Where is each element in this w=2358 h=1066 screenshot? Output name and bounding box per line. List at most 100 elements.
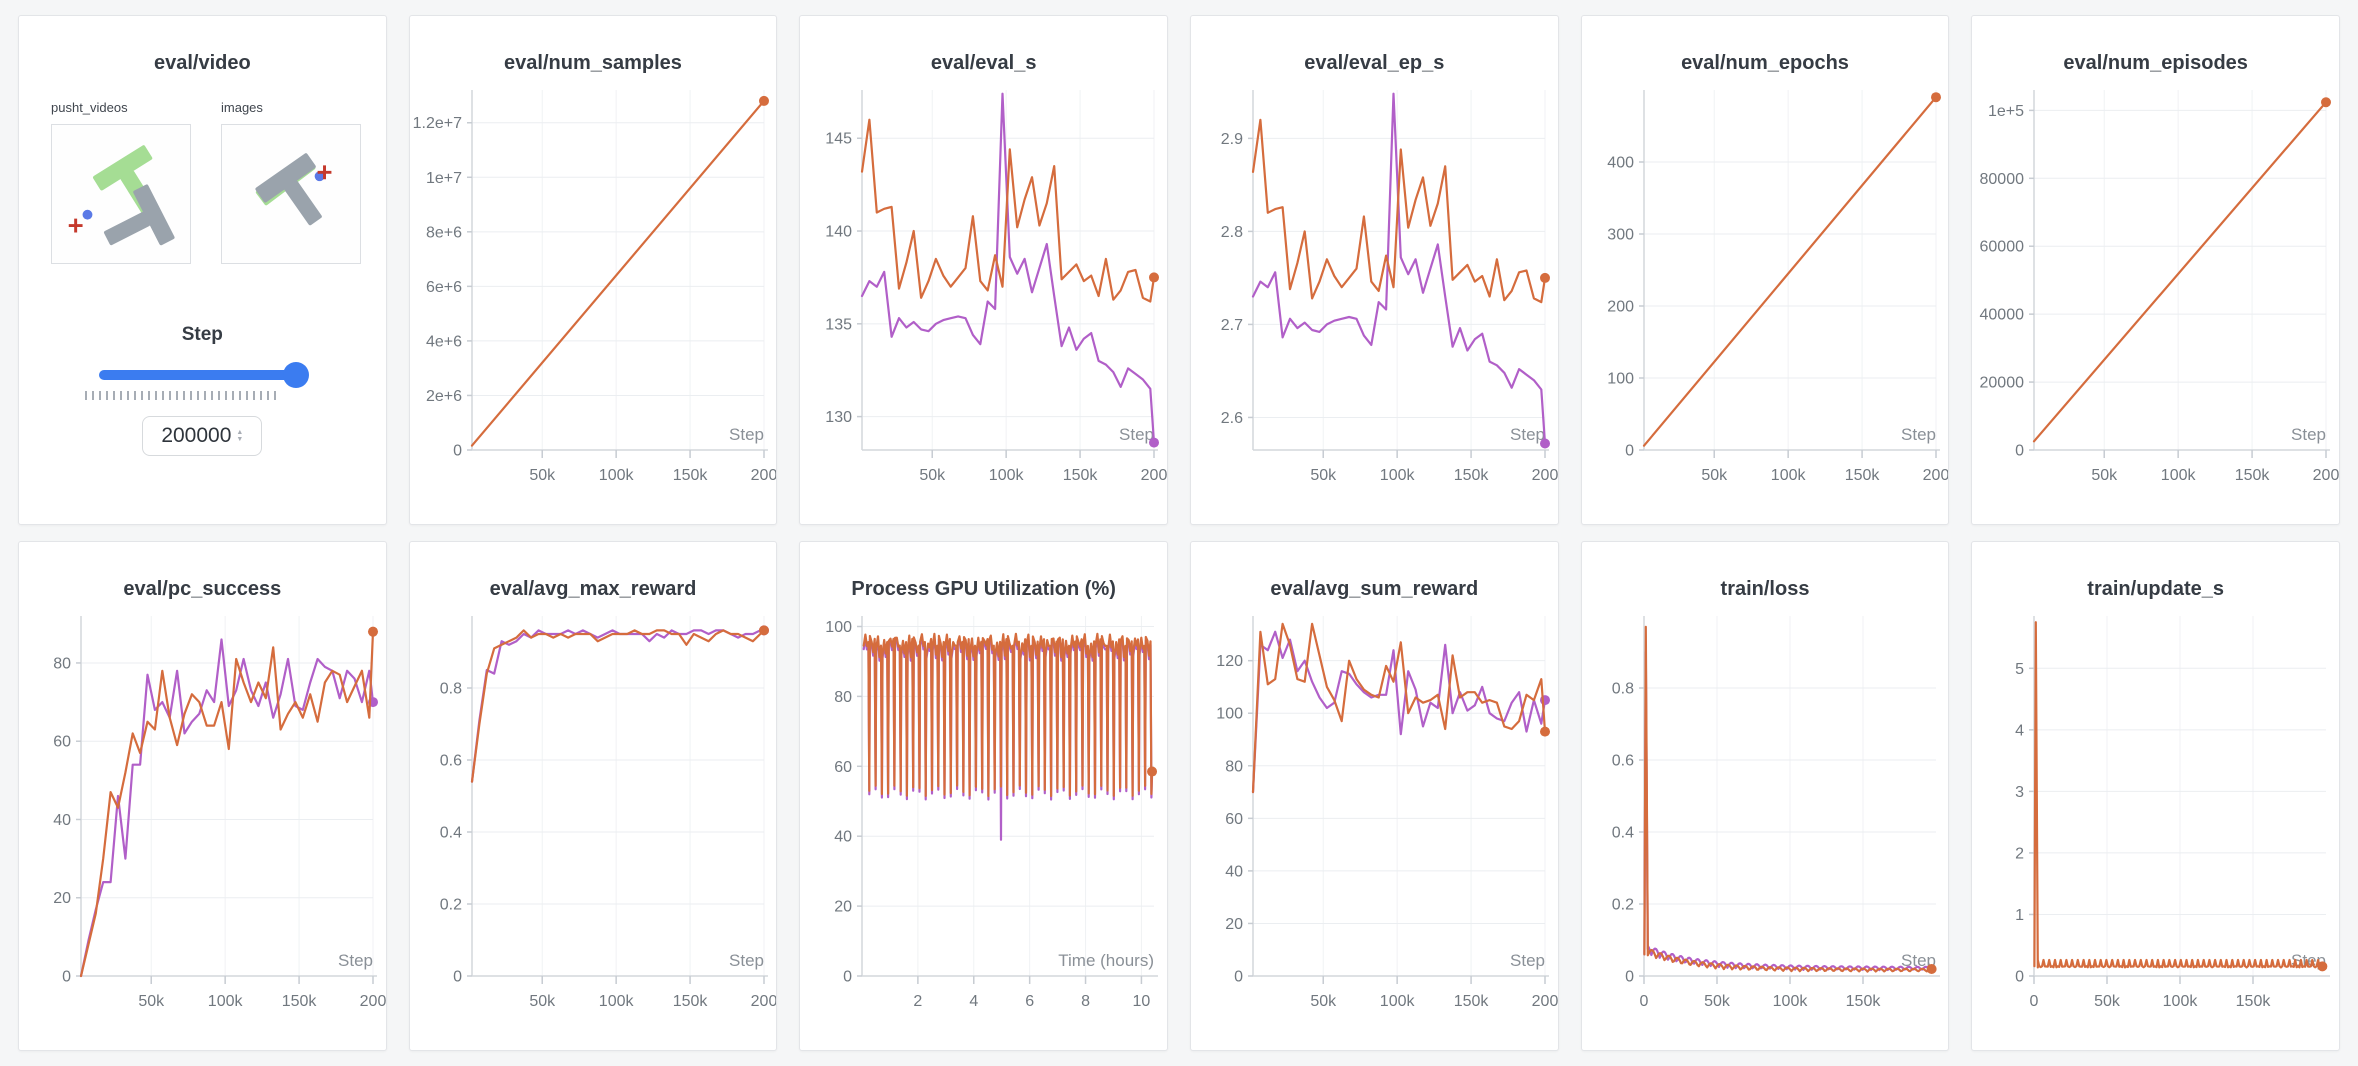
x-tick-label: 150k (1454, 467, 1490, 484)
y-tick-label: 8e+6 (426, 224, 462, 241)
y-tick-label: 0 (843, 969, 852, 986)
y-tick-label: 1e+5 (1988, 103, 2024, 120)
x-tick-label: 150k (1844, 467, 1880, 484)
y-tick-label: 135 (826, 316, 853, 333)
panel-eval-video: eval/video pusht_videos (18, 15, 387, 525)
x-tick-label: 200 (360, 993, 387, 1010)
x-tick-label: 150k (1063, 467, 1099, 484)
series-line-run-orange (861, 118, 1156, 303)
pusht-block-t-shape (104, 184, 175, 246)
chart-title: eval/num_episodes (2063, 52, 2248, 74)
chart-plot[interactable]: 0 2e+6 4e+6 6e+6 8e+6 1e+7 1.2e+7 50k 100k 150k 20… (410, 82, 778, 506)
x-tick-label: 100k (598, 993, 634, 1010)
y-tick-label: 20 (53, 890, 71, 907)
x-tick-label: 150k (672, 467, 708, 484)
chart-plot[interactable]: 130 135 140 145 50k 100k 150k 200 Step (800, 82, 1168, 506)
x-axis-title: Step (1119, 425, 1154, 444)
series-end-dot-run-orange (2321, 97, 2332, 108)
y-tick-label: 60 (835, 759, 853, 776)
x-tick-label: 50k (1704, 993, 1731, 1010)
y-tick-label: 0.2 (1611, 897, 1633, 914)
y-tick-label: 0 (453, 443, 462, 460)
series-line-run-purple (470, 629, 765, 783)
video-thumbnails: pusht_videos (51, 100, 361, 264)
series-line-run-purple (1642, 650, 1933, 972)
y-tick-label: 2 (2015, 845, 2024, 862)
chart-title: train/update_s (2087, 578, 2224, 600)
series-line-run-orange (1251, 622, 1547, 794)
chart-plot[interactable]: 2.6 2.7 2.8 2.9 50k 100k 150k 200 Step (1191, 82, 1559, 506)
step-value[interactable]: 200000 (161, 424, 232, 447)
y-tick-label: 140 (826, 224, 853, 241)
chart-plot[interactable]: 0 20 40 60 80 50k 100k 150k 200 Step (19, 608, 387, 1032)
series-end-dot-run-purple (1149, 437, 1160, 448)
chart-panel: Process GPU Utilization (%) 0 20 40 60 80 100 2… (799, 541, 1168, 1051)
y-tick-label: 2e+6 (426, 388, 462, 405)
y-tick-label: 40 (53, 812, 71, 829)
step-slider-track[interactable] (99, 370, 306, 380)
x-tick-label: 50k (2092, 467, 2119, 484)
y-tick-label: 0.6 (439, 753, 461, 770)
x-tick-label: 100k (1770, 467, 1806, 484)
y-tick-label: 6e+6 (426, 279, 462, 296)
y-tick-label: 120 (1216, 653, 1243, 670)
series-end-dot-run-orange (2317, 961, 2328, 972)
step-slider-thumb[interactable] (283, 362, 310, 388)
series-line-run-orange (1251, 118, 1547, 304)
y-tick-label: 40 (1225, 863, 1243, 880)
chart-title: eval/avg_max_reward (489, 578, 697, 600)
pusht-video-player[interactable] (51, 124, 191, 264)
series-end-dot-run-orange (1930, 92, 1941, 103)
chart-plot[interactable]: 0 100 200 300 400 50k 100k 150k 200 Step (1582, 82, 1950, 506)
step-decrement-icon[interactable]: ▼ (236, 435, 244, 443)
chart-plot[interactable]: 0 20000 40000 60000 80000 1e+5 50k 100k 150k 200 S… (1972, 82, 2340, 506)
series-end-dot-run-orange (368, 626, 378, 637)
chart-plot[interactable]: 0 0.2 0.4 0.6 0.8 50k 100k 150k 200 Step (410, 608, 778, 1032)
x-axis-title: Step (729, 951, 764, 970)
chart-title: eval/num_epochs (1681, 52, 1849, 74)
step-increment-icon[interactable]: ▲ (236, 428, 244, 436)
series-line-run-orange (1642, 625, 1933, 973)
y-tick-label: 0.4 (439, 825, 461, 842)
series-line-run-purple (1251, 630, 1547, 794)
y-tick-label: 60 (1225, 811, 1243, 828)
step-number-input[interactable]: 200000 ▲ ▼ (142, 416, 263, 456)
images-block-t-shape (255, 153, 322, 226)
series-end-dot-run-orange (1539, 272, 1550, 283)
x-tick-label: 0 (1639, 993, 1648, 1010)
series-line-run-orange (470, 99, 765, 447)
series-end-dot-run-purple (1539, 438, 1550, 449)
x-tick-label: 2 (914, 993, 923, 1010)
y-tick-label: 0.8 (1611, 681, 1633, 698)
y-tick-label: 20000 (1980, 375, 2025, 392)
x-tick-label: 50k (1310, 467, 1337, 484)
chart-plot[interactable]: 0 20 40 60 80 100 2 4 6 8 10 Time (hours) (800, 608, 1168, 1032)
y-tick-label: 145 (826, 131, 853, 148)
x-tick-label: 100k (1380, 993, 1416, 1010)
y-tick-label: 0 (62, 969, 71, 986)
series-end-dot-run-orange (1926, 963, 1937, 974)
x-tick-label: 50k (138, 993, 165, 1010)
chart-plot[interactable]: 0 20 40 60 80 100 120 50k 100k 150k 200 Step (1191, 608, 1559, 1032)
x-tick-label: 50k (529, 993, 556, 1010)
chart-title: Process GPU Utilization (%) (851, 578, 1116, 600)
step-slider[interactable] (99, 362, 310, 388)
images-video-player[interactable] (221, 124, 361, 264)
chart-panel: eval/avg_sum_reward 0 20 40 60 80 100 120 50k 100… (1189, 541, 1559, 1051)
x-tick-label: 150k (1454, 993, 1490, 1010)
chart-plot[interactable]: 0 0.2 0.4 0.6 0.8 0 50k 100k 150k Step (1582, 608, 1950, 1032)
video-thumb-label: pusht_videos (51, 100, 128, 115)
y-tick-label: 0 (1625, 443, 1634, 460)
y-tick-label: 80 (1225, 758, 1243, 775)
y-tick-label: 60000 (1980, 239, 2025, 256)
chart-title: eval/avg_sum_reward (1270, 578, 1479, 600)
x-tick-label: 50k (2094, 993, 2121, 1010)
x-tick-label: 100k (989, 467, 1025, 484)
step-slider-ruler-ticks (85, 391, 281, 400)
y-tick-label: 80000 (1980, 171, 2025, 188)
images-video-frame (255, 153, 332, 226)
y-tick-label: 40000 (1980, 307, 2025, 324)
step-slider-label: Step (181, 324, 223, 345)
chart-panel: eval/num_epochs 0 100 200 300 400 50k 100k 150k 2… (1580, 15, 1950, 525)
